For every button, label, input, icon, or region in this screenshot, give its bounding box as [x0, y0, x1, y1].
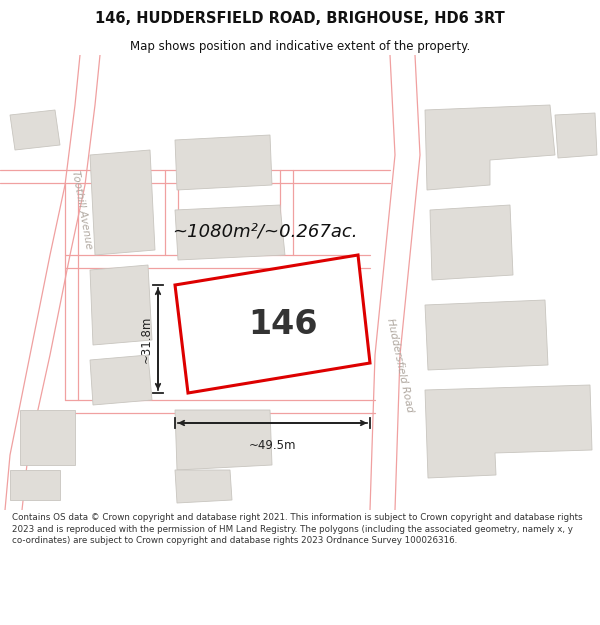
Polygon shape [555, 113, 597, 158]
Polygon shape [10, 470, 60, 500]
Polygon shape [175, 135, 272, 190]
Polygon shape [175, 470, 232, 503]
Polygon shape [20, 410, 75, 465]
Polygon shape [10, 110, 60, 150]
Text: Toothill Avenue: Toothill Avenue [70, 170, 94, 250]
Text: 146, HUDDERSFIELD ROAD, BRIGHOUSE, HD6 3RT: 146, HUDDERSFIELD ROAD, BRIGHOUSE, HD6 3… [95, 11, 505, 26]
Text: ~1080m²/~0.267ac.: ~1080m²/~0.267ac. [172, 222, 358, 240]
Polygon shape [430, 205, 513, 280]
Polygon shape [425, 300, 548, 370]
Text: Contains OS data © Crown copyright and database right 2021. This information is : Contains OS data © Crown copyright and d… [12, 514, 583, 544]
Text: 146: 146 [248, 308, 317, 341]
Text: Huddersfield Road: Huddersfield Road [385, 317, 415, 413]
Polygon shape [175, 205, 285, 260]
Polygon shape [90, 265, 152, 345]
Polygon shape [175, 410, 272, 470]
Polygon shape [425, 105, 555, 190]
Text: ~49.5m: ~49.5m [249, 439, 296, 452]
Text: ~31.8m: ~31.8m [139, 315, 152, 362]
Polygon shape [425, 385, 592, 478]
Polygon shape [175, 255, 370, 393]
Text: Map shows position and indicative extent of the property.: Map shows position and indicative extent… [130, 39, 470, 52]
Polygon shape [90, 355, 152, 405]
Polygon shape [90, 150, 155, 255]
